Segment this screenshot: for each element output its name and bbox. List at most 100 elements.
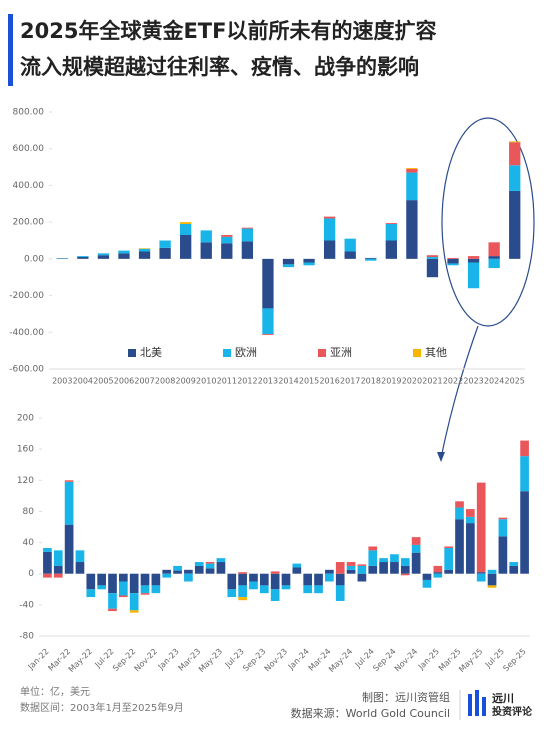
x-tick-label: 2019 bbox=[381, 377, 401, 386]
bar bbox=[282, 258, 295, 265]
bar bbox=[314, 585, 323, 594]
bar bbox=[108, 573, 117, 594]
logo bbox=[468, 694, 472, 716]
y-tick-label: -200.00 bbox=[9, 291, 44, 301]
bar bbox=[180, 223, 192, 235]
bar bbox=[368, 546, 378, 551]
bar bbox=[406, 167, 418, 169]
y-tick-label: 0 bbox=[28, 569, 34, 579]
bar bbox=[344, 238, 356, 252]
bar bbox=[476, 572, 486, 574]
bar bbox=[75, 562, 85, 574]
y-tick-label: -400.00 bbox=[9, 328, 44, 338]
logo-text: 投资评论 bbox=[492, 705, 533, 718]
bar bbox=[64, 481, 74, 525]
bar bbox=[411, 537, 421, 545]
bar bbox=[509, 142, 521, 166]
bar bbox=[108, 593, 117, 609]
bar bbox=[447, 263, 459, 266]
bar bbox=[97, 573, 106, 586]
logo-text: 远川 bbox=[492, 692, 514, 705]
bar bbox=[303, 573, 313, 586]
bar bbox=[118, 250, 130, 254]
bar bbox=[488, 258, 500, 269]
bar bbox=[390, 554, 399, 563]
x-tick-label: 2025 bbox=[505, 377, 525, 386]
bar bbox=[509, 141, 521, 143]
y-tick-label: 120 bbox=[17, 476, 34, 486]
bar bbox=[498, 517, 508, 520]
bar bbox=[162, 573, 172, 578]
legend-label: 欧洲 bbox=[235, 346, 257, 359]
x-tick-label: May-24 bbox=[327, 647, 354, 674]
bar bbox=[357, 564, 367, 566]
bar bbox=[180, 234, 192, 259]
x-tick-label: 2018 bbox=[361, 377, 381, 386]
y-tick-label: 600.00 bbox=[13, 144, 45, 154]
x-tick-label: 2017 bbox=[340, 377, 360, 386]
arrow bbox=[440, 325, 479, 459]
bar bbox=[444, 548, 454, 570]
bar bbox=[292, 563, 302, 568]
x-tick-label: May-22 bbox=[67, 647, 94, 674]
x-tick-label: Nov-22 bbox=[133, 647, 159, 673]
bar bbox=[467, 258, 480, 263]
bar bbox=[509, 165, 521, 191]
bar bbox=[335, 562, 345, 574]
x-tick-label: 2004 bbox=[73, 377, 93, 386]
bar bbox=[86, 573, 96, 590]
x-tick-label: May-23 bbox=[197, 647, 224, 674]
bar bbox=[433, 565, 443, 573]
bar bbox=[53, 550, 63, 566]
bar bbox=[292, 567, 302, 574]
bar bbox=[173, 570, 182, 574]
x-tick-label: 2011 bbox=[217, 377, 237, 386]
bar bbox=[75, 550, 85, 563]
bar bbox=[241, 228, 254, 242]
bar bbox=[282, 264, 295, 268]
bar bbox=[129, 573, 139, 594]
bar bbox=[406, 168, 418, 173]
bar bbox=[259, 573, 269, 586]
bar bbox=[447, 257, 459, 259]
bar bbox=[205, 562, 215, 564]
source: 数据来源：World Gold Council bbox=[291, 706, 450, 720]
title: 流入规模超越过往利率、疫情、战争的影响 bbox=[20, 55, 419, 79]
x-tick-label: 2005 bbox=[93, 377, 113, 386]
legend-label: 亚洲 bbox=[330, 346, 352, 359]
bar bbox=[379, 558, 388, 563]
bar bbox=[221, 243, 233, 259]
bar bbox=[466, 516, 475, 524]
bar bbox=[262, 334, 274, 336]
bar bbox=[390, 562, 399, 574]
bar bbox=[184, 573, 193, 582]
bar bbox=[368, 565, 378, 574]
bar bbox=[303, 585, 313, 594]
bar bbox=[97, 255, 110, 259]
bar bbox=[118, 573, 128, 582]
y-tick-label: 160 bbox=[17, 445, 34, 455]
bar bbox=[455, 501, 464, 508]
bar bbox=[487, 585, 497, 588]
bar bbox=[108, 608, 117, 612]
x-tick-label: Nov-24 bbox=[393, 647, 419, 673]
bar bbox=[476, 482, 486, 573]
bar bbox=[129, 593, 139, 611]
bar bbox=[455, 507, 464, 520]
range: 数据区间：2003年1月至2025年9月 bbox=[20, 701, 184, 714]
bar bbox=[467, 262, 480, 289]
bar bbox=[344, 251, 356, 259]
bar bbox=[270, 589, 280, 601]
bar bbox=[379, 562, 388, 574]
bar bbox=[86, 589, 96, 598]
bar bbox=[385, 240, 397, 259]
bar bbox=[422, 579, 432, 588]
bar bbox=[194, 565, 204, 574]
bar bbox=[138, 248, 151, 252]
bar bbox=[151, 573, 161, 586]
bar bbox=[488, 256, 500, 259]
bar bbox=[509, 190, 521, 259]
y-tick-label: 200.00 bbox=[13, 218, 45, 228]
x-tick-label: Nov-23 bbox=[263, 647, 289, 673]
